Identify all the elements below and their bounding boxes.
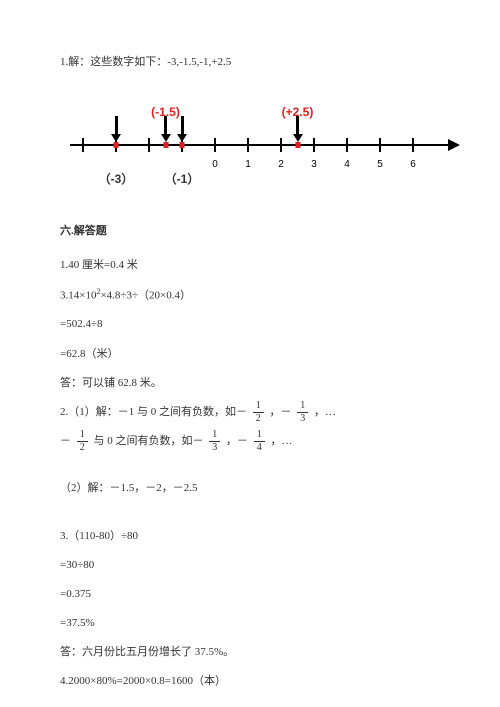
q2-p1b-prefix: － <box>60 435 71 447</box>
tick-label: 3 <box>311 154 317 176</box>
q2-p1-prefix: 2.（1）解：－1 与 0 之间有负数，如－ <box>60 406 247 418</box>
tick-label: 0 <box>212 154 218 176</box>
tick <box>346 138 348 152</box>
q3-line3: =0.375 <box>60 582 440 606</box>
q1-line3: =502.4÷8 <box>60 312 440 336</box>
q2-comma2: ，－ <box>226 435 248 447</box>
red-mark <box>295 142 300 148</box>
q3-line5: 答：六月份比五月份增长了 37.5%。 <box>60 640 440 664</box>
tick-label: 6 <box>410 154 416 176</box>
red-mark <box>180 142 185 148</box>
tick <box>412 138 414 152</box>
section6-title: 六.解答题 <box>60 219 440 243</box>
tick <box>148 138 150 152</box>
bottom-label: （-3） <box>99 166 134 192</box>
tick-label: 5 <box>377 154 383 176</box>
tick <box>280 138 282 152</box>
axis-line <box>70 144 450 146</box>
tick-label: 2 <box>278 154 284 176</box>
q1-line1: 1.40 厘米=0.4 米 <box>60 253 440 277</box>
q2-mid: 与 0 之间有负数，如－ <box>94 435 204 447</box>
q1-line2: 3.14×102×4.8÷3÷（20×0.4） <box>60 283 440 308</box>
down-arrow <box>111 116 121 142</box>
q2-part1-line1: 2.（1）解：－1 与 0 之间有负数，如－ 12 ，－ 13 ，… <box>60 400 440 424</box>
q3-line2: =30÷80 <box>60 553 440 577</box>
q2-part1-line2: － 12 与 0 之间有负数，如－ 13 ，－ 14 ，… <box>60 429 440 453</box>
q3-line4: =37.5% <box>60 611 440 635</box>
fraction-1-3: 13 <box>297 401 308 424</box>
q1-line5: 答：可以铺 62.8 米。 <box>60 371 440 395</box>
red-mark <box>114 142 119 148</box>
q4-line1: 4.2000×80%=2000×0.8=1600（本） <box>60 669 440 693</box>
fraction-1-3b: 13 <box>209 430 220 453</box>
q2-comma1: ，－ <box>270 406 292 418</box>
tick <box>214 138 216 152</box>
tick <box>247 138 249 152</box>
tick <box>379 138 381 152</box>
number-line: 0123456(-1.5)(+2.5)（-3）（-1） <box>70 94 450 194</box>
bottom-label: （-1） <box>165 166 200 192</box>
problem1-intro: 1.解：这些数字如下：-3,-1.5,-1,+2.5 <box>60 50 440 74</box>
q2-dots2: ，… <box>271 435 293 447</box>
q3-line1: 3.（110-80）÷80 <box>60 524 440 548</box>
red-mark <box>163 142 168 148</box>
tick-label: 1 <box>245 154 251 176</box>
fraction-1-2: 12 <box>253 401 264 424</box>
q2-dots1: ，… <box>314 406 336 418</box>
tick-label: 4 <box>344 154 350 176</box>
fraction-1-4: 14 <box>254 430 265 453</box>
down-arrow <box>177 116 187 142</box>
q1-line4: =62.8（米） <box>60 342 440 366</box>
down-arrow <box>161 116 171 142</box>
fraction-1-2b: 12 <box>77 430 88 453</box>
tick <box>82 138 84 152</box>
tick <box>313 138 315 152</box>
q2-part2: （2）解：－1.5，－2，－2.5 <box>60 476 440 500</box>
axis-arrow <box>448 139 460 151</box>
down-arrow <box>293 116 303 142</box>
